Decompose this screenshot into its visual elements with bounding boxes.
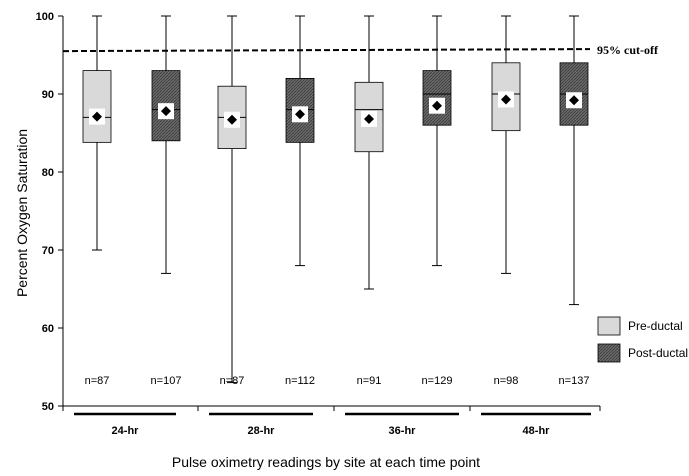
mean-marker	[227, 114, 237, 125]
y-tick-label-80: 80	[42, 167, 54, 179]
mean-marker	[501, 94, 511, 105]
n-label: n=137	[559, 375, 590, 387]
legend-swatch-post	[597, 343, 621, 363]
mean-marker	[295, 109, 305, 120]
box-28-hr-post: n=112	[285, 15, 315, 387]
mean-marker	[161, 106, 171, 117]
legend: Pre-ductal Post-ductal	[597, 316, 688, 363]
y-axis-label: Percent Oxygen Saturation	[14, 129, 30, 297]
mean-marker	[432, 100, 442, 111]
n-label: n=87	[220, 375, 245, 387]
n-label: n=112	[285, 375, 315, 387]
group-label-36-hr: 36-hr	[389, 425, 417, 437]
x-axis-label: Pulse oximetry readings by site at each …	[172, 454, 480, 470]
n-label: n=87	[85, 375, 110, 387]
mean-marker	[364, 113, 374, 124]
legend-label-post: Post-ductal	[628, 346, 688, 360]
box-28-hr-pre: n=87	[217, 15, 247, 387]
cutoff-label: 95% cut-off	[597, 43, 659, 57]
legend-swatch-pre	[597, 316, 621, 336]
y-tick-label-90: 90	[42, 89, 54, 101]
boxes: n=87 n=107 n=87 n=112 n=91 n=129 n=98 n=137	[82, 15, 590, 387]
n-label: n=129	[422, 375, 453, 387]
y-axis: 50 60 70 80 90 100	[36, 11, 64, 413]
n-label: n=91	[357, 375, 382, 387]
x-axis: 24-hr 28-hr 36-hr 48-hr	[62, 405, 601, 437]
box-36-hr-post: n=129	[422, 15, 453, 387]
legend-label-pre: Pre-ductal	[628, 319, 683, 333]
mean-marker	[569, 95, 579, 106]
n-label: n=107	[151, 375, 182, 387]
y-tick-label-50: 50	[42, 401, 54, 413]
box-24-hr-post: n=107	[151, 15, 182, 387]
box-36-hr-pre: n=91	[354, 15, 384, 387]
y-tick-label-70: 70	[42, 245, 54, 257]
y-tick-label-100: 100	[36, 11, 54, 23]
iqr-box	[82, 70, 112, 143]
n-label: n=98	[494, 375, 519, 387]
group-label-24-hr: 24-hr	[112, 425, 140, 437]
cutoff-dashed-line	[62, 48, 591, 53]
box-48-hr-post: n=137	[559, 15, 590, 387]
y-tick-label-60: 60	[42, 323, 54, 335]
box-48-hr-pre: n=98	[491, 15, 521, 387]
box-24-hr-pre: n=87	[82, 15, 112, 387]
cutoff-line: 95% cut-off	[62, 43, 659, 57]
mean-marker	[92, 111, 102, 122]
group-label-28-hr: 28-hr	[248, 425, 276, 437]
group-label-48-hr: 48-hr	[523, 425, 551, 437]
